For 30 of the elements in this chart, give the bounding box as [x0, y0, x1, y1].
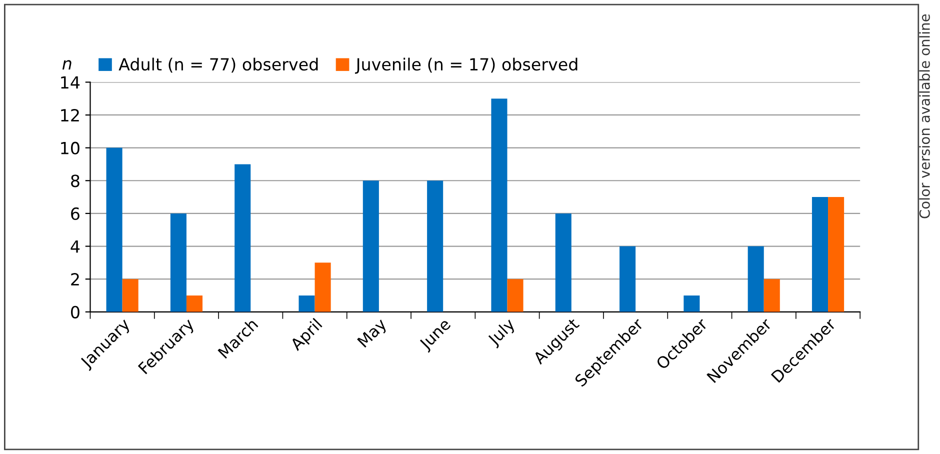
- bar: [314, 262, 331, 312]
- y-tick-label: 14: [61, 76, 80, 89]
- bar: [106, 148, 122, 312]
- text: Color version available online: [919, 14, 930, 218]
- y-tick-label: 0: [71, 306, 80, 318]
- y-tick-label: 2: [71, 273, 79, 286]
- y-tick-label: 10: [61, 142, 80, 154]
- bar: [234, 164, 251, 312]
- y-axis-title: n: [62, 60, 72, 70]
- bar: [186, 295, 203, 312]
- bar: [684, 295, 700, 312]
- bar: [122, 279, 138, 312]
- y-tick-label: 12: [61, 108, 79, 122]
- bar: [507, 279, 524, 312]
- legend-label: Adult (n = 77) observed: [118, 58, 318, 73]
- bar: [362, 180, 379, 312]
- bar: [748, 246, 764, 312]
- bar: [491, 98, 508, 312]
- bar: [427, 180, 444, 312]
- bar: [828, 197, 844, 312]
- bar: [812, 197, 828, 312]
- bar: [764, 279, 780, 312]
- bar: [170, 213, 186, 312]
- y-tick-label: 4: [70, 240, 80, 253]
- y-tick-label: 8: [71, 174, 80, 188]
- bar: [298, 295, 315, 312]
- bar: [555, 213, 572, 312]
- y-tick-label: 6: [71, 207, 80, 220]
- legend-label: Juvenile (n = 17) observed: [354, 58, 578, 74]
- bar: [620, 246, 636, 312]
